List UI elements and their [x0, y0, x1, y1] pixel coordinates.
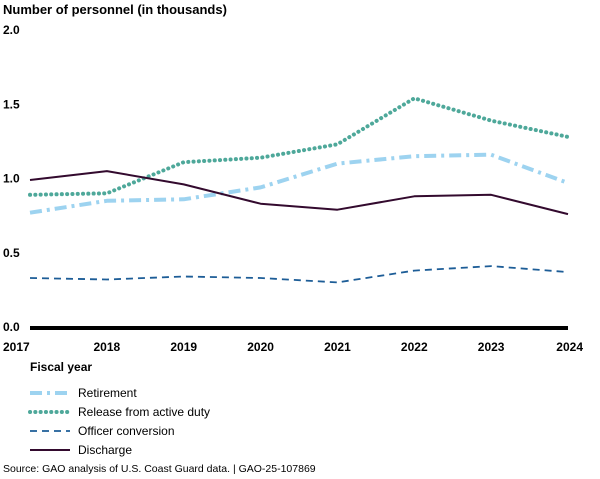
x-tick-label: 2023: [478, 340, 505, 354]
x-tick-label: 2021: [324, 340, 351, 354]
legend-label: Officer conversion: [78, 424, 175, 438]
x-axis-title: Fiscal year: [30, 360, 92, 374]
series-line-release-from-active-duty: [28, 96, 570, 197]
y-tick-labels: 0.0 0.5 1.0 1.5 2.0: [3, 23, 20, 334]
series-line-discharge: [29, 170, 569, 216]
x-tick-label: 2022: [401, 340, 428, 354]
legend-label: Retirement: [78, 386, 137, 400]
x-tick-label: 2019: [170, 340, 197, 354]
y-tick-label: 0.5: [3, 246, 20, 260]
y-tick-label: 2.0: [3, 23, 20, 37]
series-lines: [28, 96, 570, 284]
y-axis-title: Number of personnel (in thousands): [3, 2, 227, 17]
legend-label: Discharge: [78, 443, 132, 457]
y-tick-label: 0.0: [3, 320, 20, 334]
x-tick-labels: 2017 2018 2019 2020 2021 2022 2023 2024: [3, 340, 583, 354]
x-tick-label: 2018: [94, 340, 121, 354]
y-tick-label: 1.5: [3, 97, 20, 111]
x-tick-label: 2020: [247, 340, 274, 354]
y-tick-label: 1.0: [3, 172, 20, 186]
legend: Retirement Release from active duty Office…: [28, 386, 210, 457]
legend-label: Release from active duty: [78, 405, 210, 419]
x-tick-label: 2017: [3, 340, 30, 354]
series-line-officer-conversion: [29, 265, 569, 284]
source-note: Source: GAO analysis of U.S. Coast Guard…: [3, 463, 316, 475]
x-tick-label: 2024: [556, 340, 583, 354]
series-line-retirement: [29, 152, 569, 215]
